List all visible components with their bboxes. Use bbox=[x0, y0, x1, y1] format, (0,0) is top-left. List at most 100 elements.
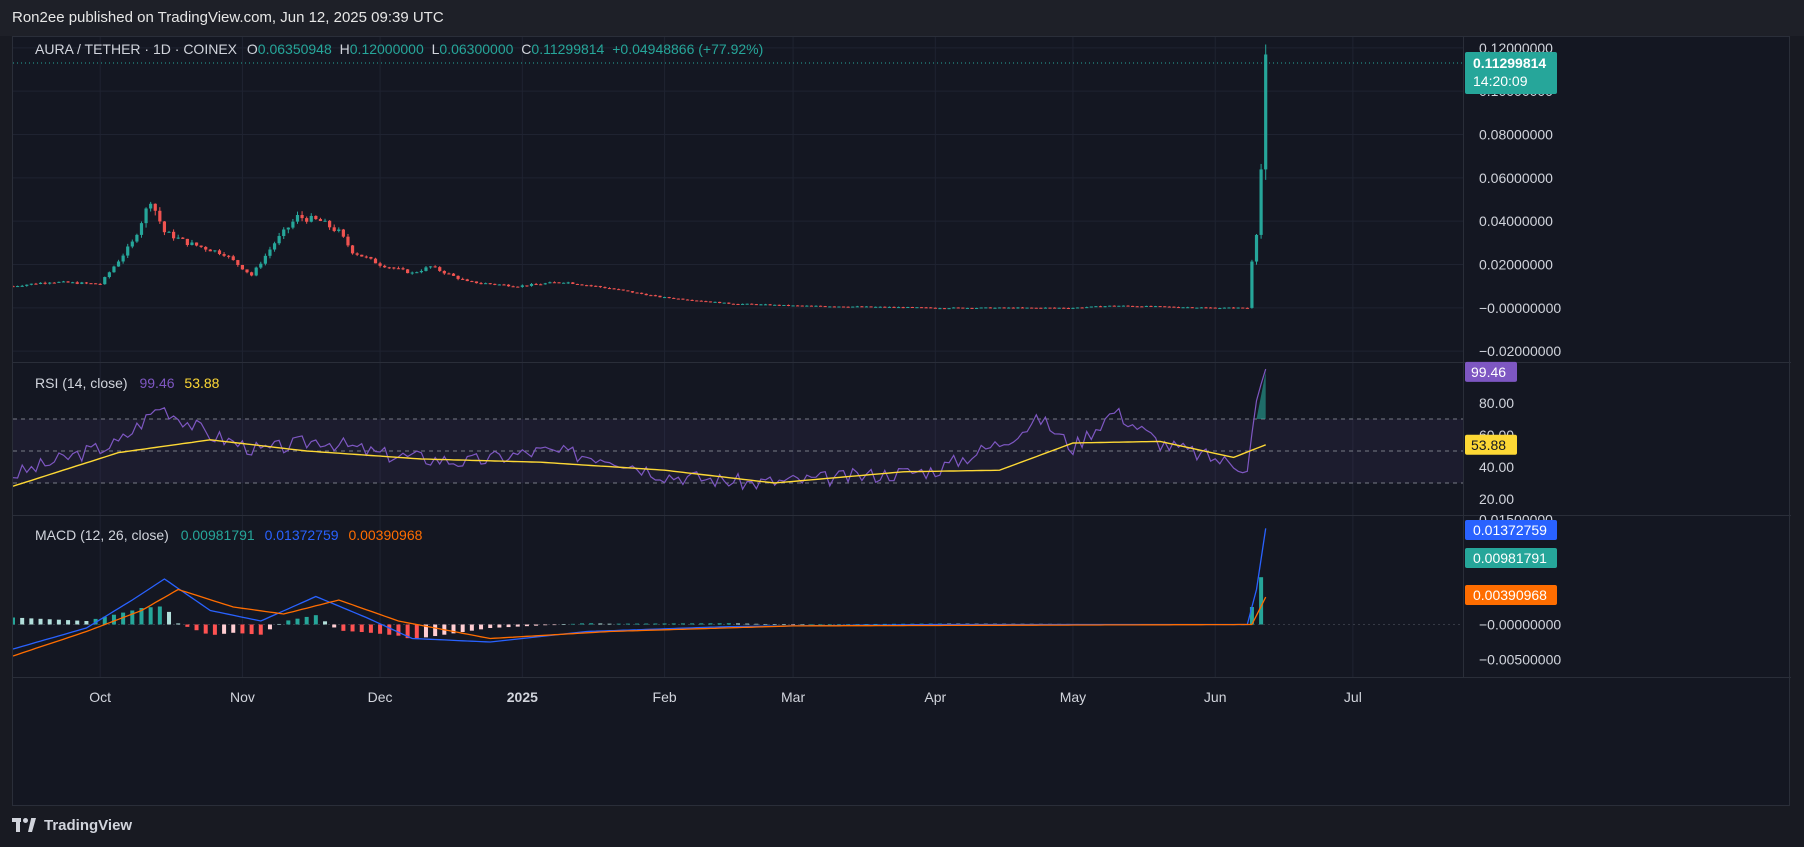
candle-body bbox=[231, 256, 235, 261]
macd-hist-bar bbox=[800, 624, 805, 626]
candle-body bbox=[1245, 307, 1249, 309]
candle-body bbox=[364, 256, 368, 258]
candle-body bbox=[768, 304, 772, 306]
macd-hist-bar bbox=[47, 619, 52, 625]
candle-body bbox=[603, 287, 607, 289]
candle-body bbox=[227, 255, 231, 257]
macd-hist-bar bbox=[699, 623, 704, 625]
candle-body bbox=[1048, 307, 1052, 309]
candle-body bbox=[213, 250, 217, 252]
macd-hist-bar bbox=[130, 610, 135, 625]
candle-body bbox=[869, 306, 873, 308]
candle-body bbox=[612, 288, 616, 290]
symbol-title[interactable]: AURA / TETHER · 1D · COINEX bbox=[35, 41, 237, 57]
candle-body bbox=[34, 283, 38, 285]
candle-body bbox=[566, 282, 570, 284]
macd-hist-bar bbox=[497, 624, 502, 628]
chart-frame[interactable]: 0.120000000.100000000.080000000.06000000… bbox=[12, 36, 1791, 807]
rsi-line bbox=[13, 368, 1267, 491]
candle-body bbox=[1259, 169, 1263, 235]
candle-body bbox=[144, 208, 148, 224]
candle-body bbox=[516, 286, 520, 288]
macd-hist-bar bbox=[717, 623, 722, 625]
candle-body bbox=[580, 284, 584, 286]
candle-body bbox=[832, 306, 836, 308]
macd-line-tag-label: 0.01372759 bbox=[1473, 522, 1547, 538]
candle-body bbox=[1209, 307, 1213, 309]
macd-label[interactable]: MACD (12, 26, close) bbox=[35, 527, 169, 543]
chart-canvas[interactable]: 0.120000000.100000000.080000000.06000000… bbox=[13, 37, 1791, 807]
time-tick-label: Jul bbox=[1344, 689, 1362, 705]
macd-hist-value: 0.00981791 bbox=[180, 527, 255, 543]
rsi-value: 99.46 bbox=[139, 375, 175, 391]
candle-body bbox=[1112, 305, 1116, 307]
candle-body bbox=[378, 263, 382, 266]
macd-hist-bar bbox=[20, 617, 25, 625]
candle-body bbox=[167, 231, 171, 233]
macd-hist-bar bbox=[212, 624, 217, 635]
candle-body bbox=[704, 301, 708, 303]
candle-body bbox=[470, 281, 474, 283]
macd-hist-bar bbox=[598, 623, 603, 625]
candle-body bbox=[997, 307, 1002, 309]
candle-body bbox=[332, 227, 336, 231]
macd-hist-bar bbox=[855, 624, 860, 625]
candle-body bbox=[484, 283, 488, 285]
candle-body bbox=[263, 255, 267, 264]
candle-body bbox=[1264, 54, 1268, 170]
candle-body bbox=[892, 306, 896, 308]
candle-body bbox=[66, 281, 70, 283]
rsi-value-tag-label: 99.46 bbox=[1471, 364, 1506, 380]
candle-body bbox=[1204, 307, 1208, 309]
macd-hist-bar bbox=[194, 624, 199, 631]
candle-body bbox=[337, 229, 341, 231]
candle-body bbox=[185, 238, 189, 246]
candle-body bbox=[1190, 307, 1194, 309]
candle-body bbox=[1007, 307, 1011, 309]
footer: TradingView bbox=[12, 812, 132, 838]
macd-hist-bar bbox=[653, 623, 658, 625]
candle-body bbox=[406, 269, 410, 274]
candle-body bbox=[731, 303, 736, 305]
candle-body bbox=[438, 267, 442, 271]
macd-hist-tag-label: 0.00981791 bbox=[1473, 550, 1547, 566]
candle-body bbox=[369, 257, 373, 259]
macd-signal-line bbox=[13, 588, 1267, 657]
candle-body bbox=[984, 307, 988, 309]
candle-body bbox=[1227, 307, 1231, 309]
candle-body bbox=[607, 288, 612, 290]
macd-tick-label: −0.00000000 bbox=[1479, 617, 1561, 633]
candle-body bbox=[809, 305, 814, 307]
candle-body bbox=[640, 292, 644, 294]
candle-body bbox=[1222, 307, 1226, 309]
candle-body bbox=[1131, 305, 1135, 307]
candle-body bbox=[419, 270, 423, 273]
macd-hist-bar bbox=[524, 624, 529, 627]
rsi-label[interactable]: RSI (14, close) bbox=[35, 375, 128, 391]
macd-hist-bar bbox=[680, 623, 685, 625]
macd-hist-bar bbox=[304, 616, 309, 625]
time-tick-label: Nov bbox=[230, 689, 255, 705]
macd-hist-bar bbox=[203, 624, 208, 634]
macd-hist-bar bbox=[313, 615, 318, 625]
candle-body bbox=[456, 275, 460, 279]
candle-body bbox=[897, 307, 901, 309]
candle-body bbox=[396, 268, 401, 270]
candle-body bbox=[314, 215, 318, 220]
candle-body bbox=[1034, 307, 1038, 309]
candle-body bbox=[690, 299, 694, 301]
candle-body bbox=[800, 305, 804, 307]
macd-hist-bar bbox=[644, 623, 649, 625]
open-label: O bbox=[246, 41, 258, 57]
candle-body bbox=[268, 249, 272, 256]
candle-body bbox=[1181, 307, 1185, 309]
candle-body bbox=[818, 305, 823, 307]
candle-body bbox=[181, 237, 185, 239]
candle-body bbox=[1117, 305, 1121, 307]
macd-hist-bar bbox=[488, 624, 493, 628]
candle-body bbox=[291, 221, 295, 228]
macd-hist-bar bbox=[1249, 607, 1254, 625]
candle-body bbox=[401, 268, 405, 270]
candle-body bbox=[1163, 306, 1167, 308]
candle-body bbox=[245, 269, 249, 273]
